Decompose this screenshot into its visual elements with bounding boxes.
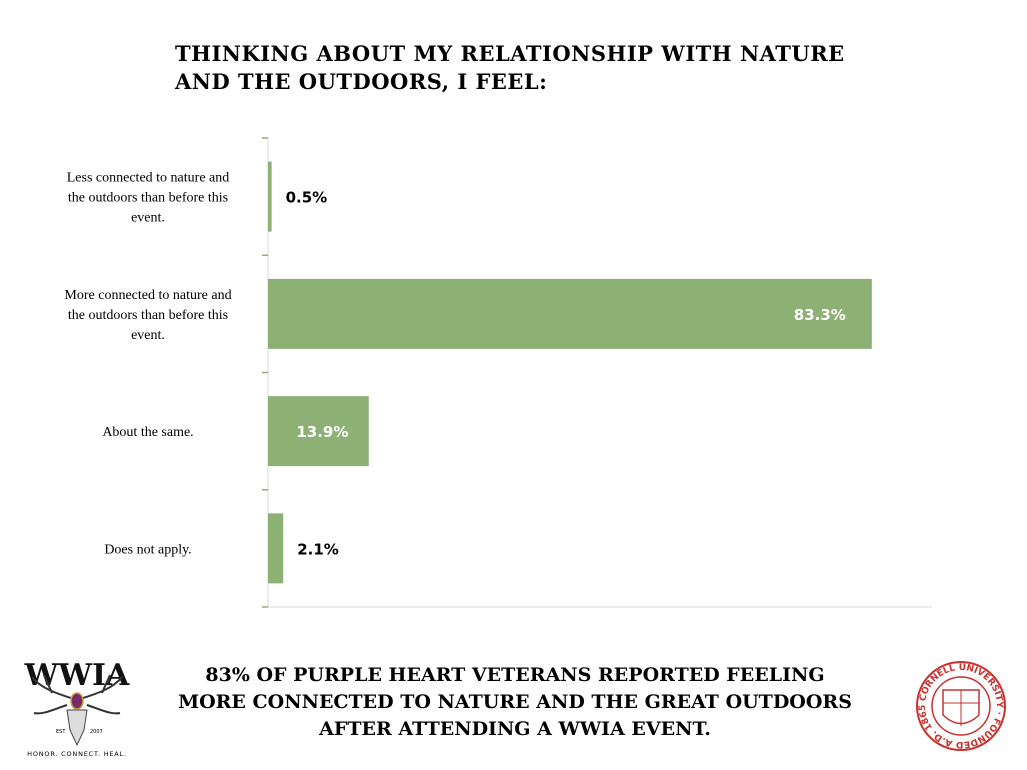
wwia-logo: WWIA EST 2007 HONOR. CONNECT. HEAL.	[24, 658, 130, 758]
svg-text:EST: EST	[56, 729, 66, 735]
footer-line-3: after attending a WWIA event.	[319, 718, 711, 740]
footer-line-1: 83% of Purple Heart Veterans reported fe…	[205, 664, 825, 686]
svg-text:HONOR. CONNECT. HEAL.: HONOR. CONNECT. HEAL.	[27, 750, 127, 758]
data-label: 0.5%	[286, 189, 328, 207]
footer-line-2: more connected to nature and the great o…	[178, 691, 852, 713]
footer-summary: 83% of Purple Heart Veterans reported fe…	[170, 662, 860, 743]
svg-text:WWIA: WWIA	[24, 658, 130, 693]
data-label: 2.1%	[297, 540, 339, 558]
category-label: More connected to nature and the outdoors…	[64, 288, 231, 343]
category-label: About the same.	[102, 425, 193, 440]
bar	[268, 161, 272, 232]
bar	[268, 278, 872, 349]
category-label: Does not apply.	[104, 542, 191, 557]
svg-text:2007: 2007	[90, 729, 103, 735]
bar	[268, 513, 284, 584]
data-label: 83.3%	[794, 306, 846, 324]
cornell-seal-logo: CORNELL UNIVERSITY · FOUNDED A.D. 1865	[916, 661, 1006, 751]
bar	[268, 396, 369, 467]
data-label: 13.9%	[296, 423, 348, 441]
bar-chart: Less connected to nature and the outdoors…	[64, 137, 932, 608]
category-label: Less connected to nature and the outdoors…	[67, 171, 230, 226]
chart-title: Thinking about my relationship with natu…	[175, 41, 845, 94]
